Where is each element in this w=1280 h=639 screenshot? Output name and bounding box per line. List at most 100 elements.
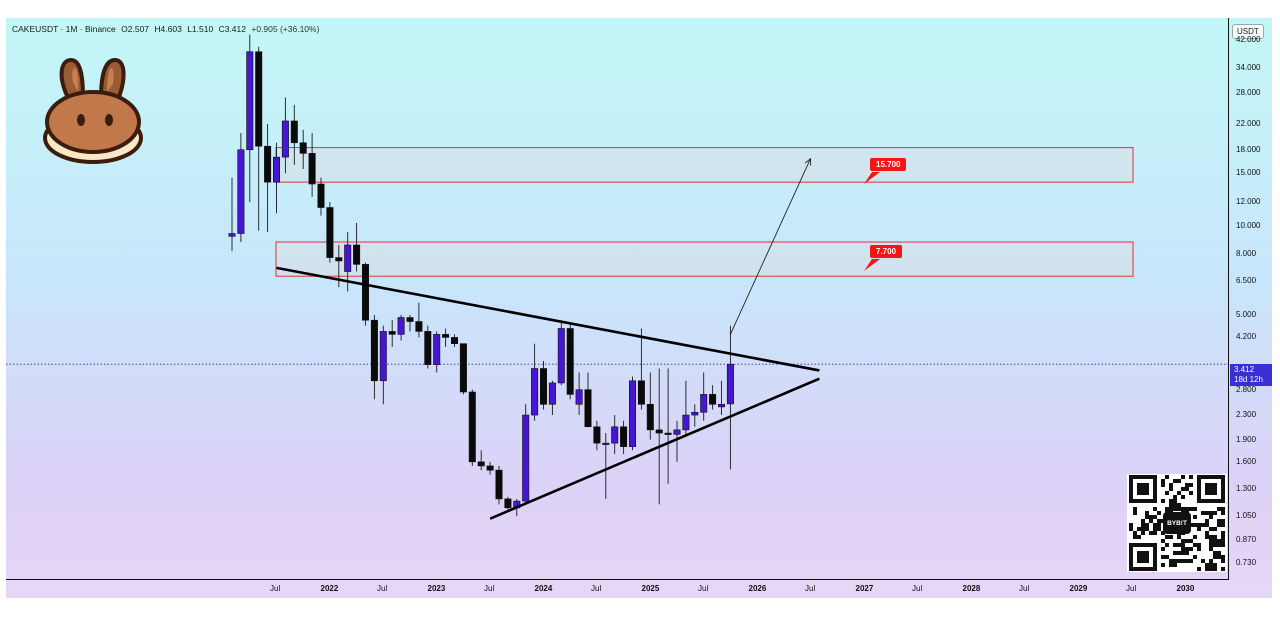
low-value: L1.510 [187,24,214,34]
qr-module [1221,507,1225,511]
candle-body [459,343,467,393]
qr-module [1161,547,1165,551]
candle-body [237,149,245,234]
qr-module [1213,555,1217,559]
qr-module [1137,535,1141,539]
qr-module [1209,535,1213,539]
candle-body [281,120,289,158]
price-tick-label: 28.000 [1236,87,1261,97]
qr-finder [1137,551,1149,563]
qr-module [1213,563,1217,567]
qr-module [1177,507,1181,511]
qr-module [1149,515,1153,519]
qr-module [1209,539,1213,543]
time-tick-label: Jul [698,584,709,593]
qr-module [1221,539,1225,543]
candle-body [691,411,699,416]
price-tick-label: 0.870 [1236,535,1257,545]
qr-module [1193,535,1197,539]
price-tick-label: 10.000 [1236,220,1261,230]
qr-module [1153,515,1157,519]
qr-module [1221,531,1225,535]
qr-module [1181,487,1185,491]
qr-module [1217,507,1221,511]
qr-module [1221,559,1225,563]
resistance-zone [275,241,1134,277]
price-tick-label: 5.000 [1236,309,1257,319]
price-tick-label: 1.050 [1236,511,1257,521]
chart-frame[interactable]: CAKEUSDT · 1M · Binance O2.507 H4.603 L1… [6,18,1272,598]
candle-body [522,414,530,502]
qr-module [1173,559,1177,563]
qr-module [1133,507,1137,511]
time-tick-label: 2024 [534,584,553,593]
qr-module [1165,491,1169,495]
qr-module [1169,499,1173,503]
qr-module [1189,539,1193,543]
qr-module [1193,515,1197,519]
projection-arrow-head [804,157,812,166]
pancakeswap-bunny-logo [43,58,143,164]
candle-body [379,331,387,382]
time-tick-label: Jul [1019,584,1030,593]
qr-module [1217,539,1221,543]
qr-module [1209,543,1213,547]
qr-module [1169,483,1173,487]
price-tick-label: 2.800 [1236,384,1257,394]
candle-body [531,368,539,416]
qr-module [1177,491,1181,495]
time-tick-label: 2026 [748,584,767,593]
qr-module [1153,523,1157,527]
qr-module [1185,559,1189,563]
candle-body [646,403,654,431]
candle-body [442,334,450,338]
candle-body [468,391,476,463]
qr-module [1157,523,1161,527]
candle-body [344,244,352,272]
qr-module [1157,527,1161,531]
qr-module [1205,531,1209,535]
qr-module [1209,559,1213,563]
qr-module [1193,555,1197,559]
candle-body [726,363,734,405]
currency-unit-button[interactable]: USDT [1232,24,1264,39]
candle-body [611,426,619,444]
qr-module [1209,515,1213,519]
time-tick-label: 2028 [962,584,981,593]
qr-module [1217,551,1221,555]
qr-module [1173,551,1177,555]
candle-body [228,233,236,237]
time-tick-label: 2023 [427,584,446,593]
change-value: +0.905 (+36.10%) [251,24,320,34]
time-axis-line [6,579,1228,580]
price-tick-label: 4.200 [1236,332,1257,342]
qr-module [1209,563,1213,567]
qr-module [1193,507,1197,511]
qr-module [1169,535,1173,539]
candle-body [406,317,414,322]
qr-module [1197,527,1201,531]
candle-body [361,264,369,321]
candle-body [575,389,583,405]
qr-module [1209,547,1213,551]
price-tick-label: 15.000 [1236,168,1261,178]
qr-module [1141,519,1145,523]
qr-module [1197,547,1201,551]
candle-body [335,257,343,262]
qr-module [1169,559,1173,563]
candle-body [317,183,325,208]
candle-body [717,403,725,408]
candle-body [557,328,565,384]
qr-module [1201,559,1205,563]
candlestick-chart[interactable] [6,18,1272,598]
qr-module [1181,543,1185,547]
candle-body [450,337,458,344]
projection-arrow [729,158,811,335]
candle-body [584,389,592,428]
candle-body [326,207,334,258]
qr-module [1217,543,1221,547]
candle-body [246,51,254,151]
qr-module [1177,551,1181,555]
candle-body [673,429,681,435]
time-tick-label: 2029 [1069,584,1088,593]
